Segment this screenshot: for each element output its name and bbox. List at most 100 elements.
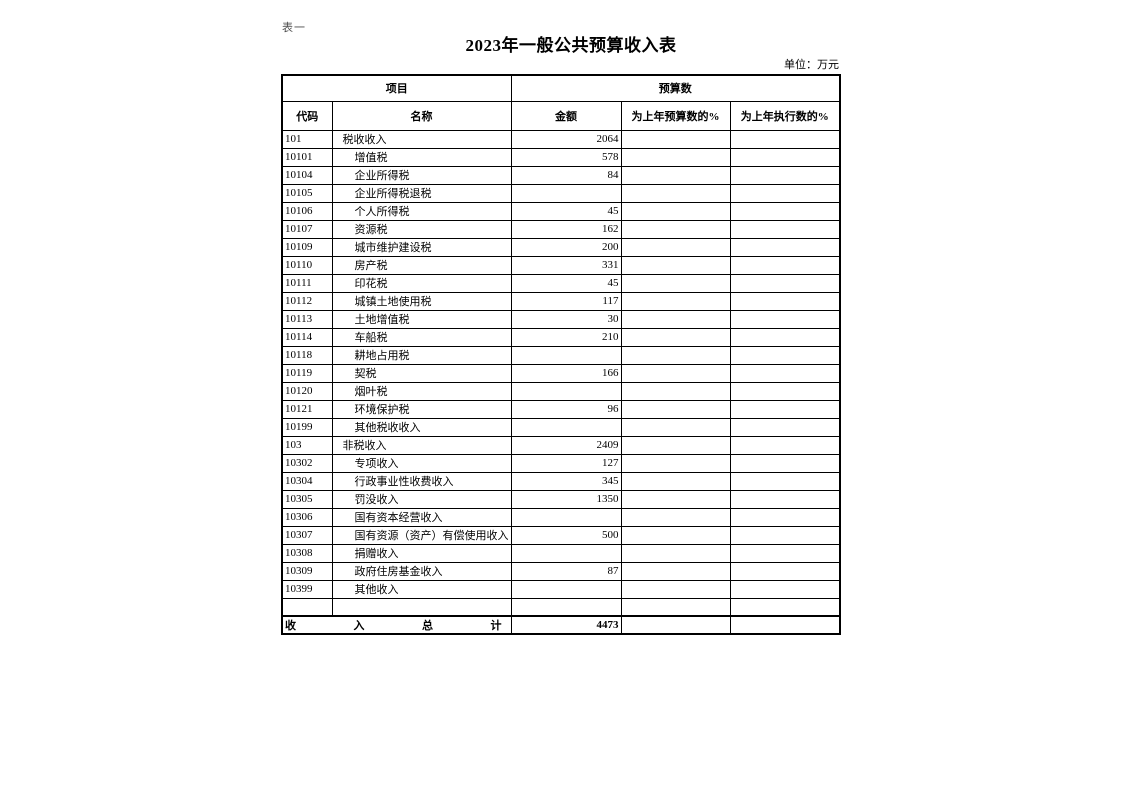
amount-cell: 2409 — [510, 435, 622, 455]
name-cell: 车船税 — [331, 327, 512, 347]
amount-cell: 345 — [510, 471, 622, 491]
amount-cell — [510, 597, 622, 617]
code-cell: 10112 — [281, 291, 333, 311]
amount-cell: 578 — [510, 147, 622, 167]
table-row: 10101 增值税 578 — [281, 147, 841, 167]
name-cell: 城市维护建设税 — [331, 237, 512, 257]
code-cell: 10309 — [281, 561, 333, 581]
name-cell — [331, 597, 512, 617]
amount-cell: 84 — [510, 165, 622, 185]
code-cell: 10199 — [281, 417, 333, 437]
total-label-cell: 收 入 总 计 — [281, 615, 512, 635]
table-row: 10104 企业所得税 84 — [281, 165, 841, 185]
table-label: 表一 — [282, 22, 306, 34]
table-row — [281, 597, 841, 617]
amount-cell — [510, 543, 622, 563]
code-cell: 10305 — [281, 489, 333, 509]
total-label-char: 入 — [353, 620, 365, 632]
name-cell: 税收收入 — [331, 129, 512, 149]
name-cell: 罚没收入 — [331, 489, 512, 509]
code-cell: 10120 — [281, 381, 333, 401]
code-cell: 10118 — [281, 345, 333, 365]
code-cell: 10107 — [281, 219, 333, 239]
amount-cell — [510, 417, 622, 437]
total-amount-cell: 4473 — [510, 615, 622, 635]
name-cell: 环境保护税 — [331, 399, 512, 419]
code-cell: 103 — [281, 435, 333, 455]
name-cell: 耕地占用税 — [331, 345, 512, 365]
amount-cell: 200 — [510, 237, 622, 257]
code-cell: 10105 — [281, 183, 333, 203]
total-row: 收 入 总 计 4473 — [281, 615, 841, 635]
code-cell: 10304 — [281, 471, 333, 491]
header-project-group: 项目 — [281, 74, 512, 102]
pct-prev-exec-cell — [729, 291, 841, 311]
pct-prev-budget-cell — [620, 417, 731, 437]
name-cell: 契税 — [331, 363, 512, 383]
table-row: 10113 土地增值税 30 — [281, 309, 841, 329]
pct-prev-exec-cell — [729, 201, 841, 221]
amount-cell: 45 — [510, 201, 622, 221]
amount-cell: 331 — [510, 255, 622, 275]
table-row: 10120 烟叶税 — [281, 381, 841, 401]
table-row: 10305 罚没收入 1350 — [281, 489, 841, 509]
pct-prev-budget-cell — [620, 255, 731, 275]
code-cell: 101 — [281, 129, 333, 149]
pct-prev-exec-cell — [729, 471, 841, 491]
code-cell: 10106 — [281, 201, 333, 221]
code-cell: 10399 — [281, 579, 333, 599]
pct-prev-budget-cell — [620, 471, 731, 491]
pct-prev-budget-cell — [620, 237, 731, 257]
code-cell: 10101 — [281, 147, 333, 167]
name-cell: 非税收入 — [331, 435, 512, 455]
pct-prev-exec-cell — [729, 309, 841, 329]
table-row: 10112 城镇土地使用税 117 — [281, 291, 841, 311]
name-cell: 房产税 — [331, 255, 512, 275]
code-cell: 10114 — [281, 327, 333, 347]
pct-prev-exec-cell — [729, 255, 841, 275]
header-col-name: 名称 — [331, 100, 512, 131]
name-cell: 个人所得税 — [331, 201, 512, 221]
pct-prev-exec-cell — [729, 399, 841, 419]
amount-cell — [510, 579, 622, 599]
table-body: 101 税收收入 2064 10101 增值税 578 10104 企业所得税 … — [281, 129, 841, 617]
pct-prev-exec-cell — [729, 165, 841, 185]
pct-prev-exec-cell — [729, 345, 841, 365]
amount-cell: 127 — [510, 453, 622, 473]
page-title: 2023年一般公共预算收入表 — [465, 36, 677, 55]
pct-prev-exec-cell — [729, 237, 841, 257]
pct-prev-budget-cell — [620, 327, 731, 347]
table-row: 10118 耕地占用税 — [281, 345, 841, 365]
code-cell: 10110 — [281, 255, 333, 275]
total-label-char: 总 — [422, 620, 433, 632]
code-cell: 10119 — [281, 363, 333, 383]
code-cell: 10306 — [281, 507, 333, 527]
pct-prev-budget-cell — [620, 597, 731, 617]
table-row: 10399 其他收入 — [281, 579, 841, 599]
amount-cell — [510, 507, 622, 527]
pct-prev-exec-cell — [729, 219, 841, 239]
amount-cell — [510, 345, 622, 365]
name-cell: 其他税收收入 — [331, 417, 512, 437]
table-row: 10304 行政事业性收费收入 345 — [281, 471, 841, 491]
table-row: 10119 契税 166 — [281, 363, 841, 383]
name-cell: 专项收入 — [331, 453, 512, 473]
table-row: 10199 其他税收收入 — [281, 417, 841, 437]
name-cell: 政府住房基金收入 — [331, 561, 512, 581]
name-cell: 烟叶税 — [331, 381, 512, 401]
pct-prev-budget-cell — [620, 147, 731, 167]
code-cell: 10111 — [281, 273, 333, 293]
name-cell: 增值税 — [331, 147, 512, 167]
total-label-char: 计 — [490, 620, 502, 632]
pct-prev-exec-cell — [729, 597, 841, 617]
pct-prev-budget-cell — [620, 489, 731, 509]
amount-cell: 2064 — [510, 129, 622, 149]
table-row: 10121 环境保护税 96 — [281, 399, 841, 419]
amount-cell: 1350 — [510, 489, 622, 509]
code-cell: 10109 — [281, 237, 333, 257]
pct-prev-exec-cell — [729, 381, 841, 401]
table-row: 101 税收收入 2064 — [281, 129, 841, 149]
pct-prev-exec-cell — [729, 147, 841, 167]
code-cell: 10121 — [281, 399, 333, 419]
table-row: 10110 房产税 331 — [281, 255, 841, 275]
